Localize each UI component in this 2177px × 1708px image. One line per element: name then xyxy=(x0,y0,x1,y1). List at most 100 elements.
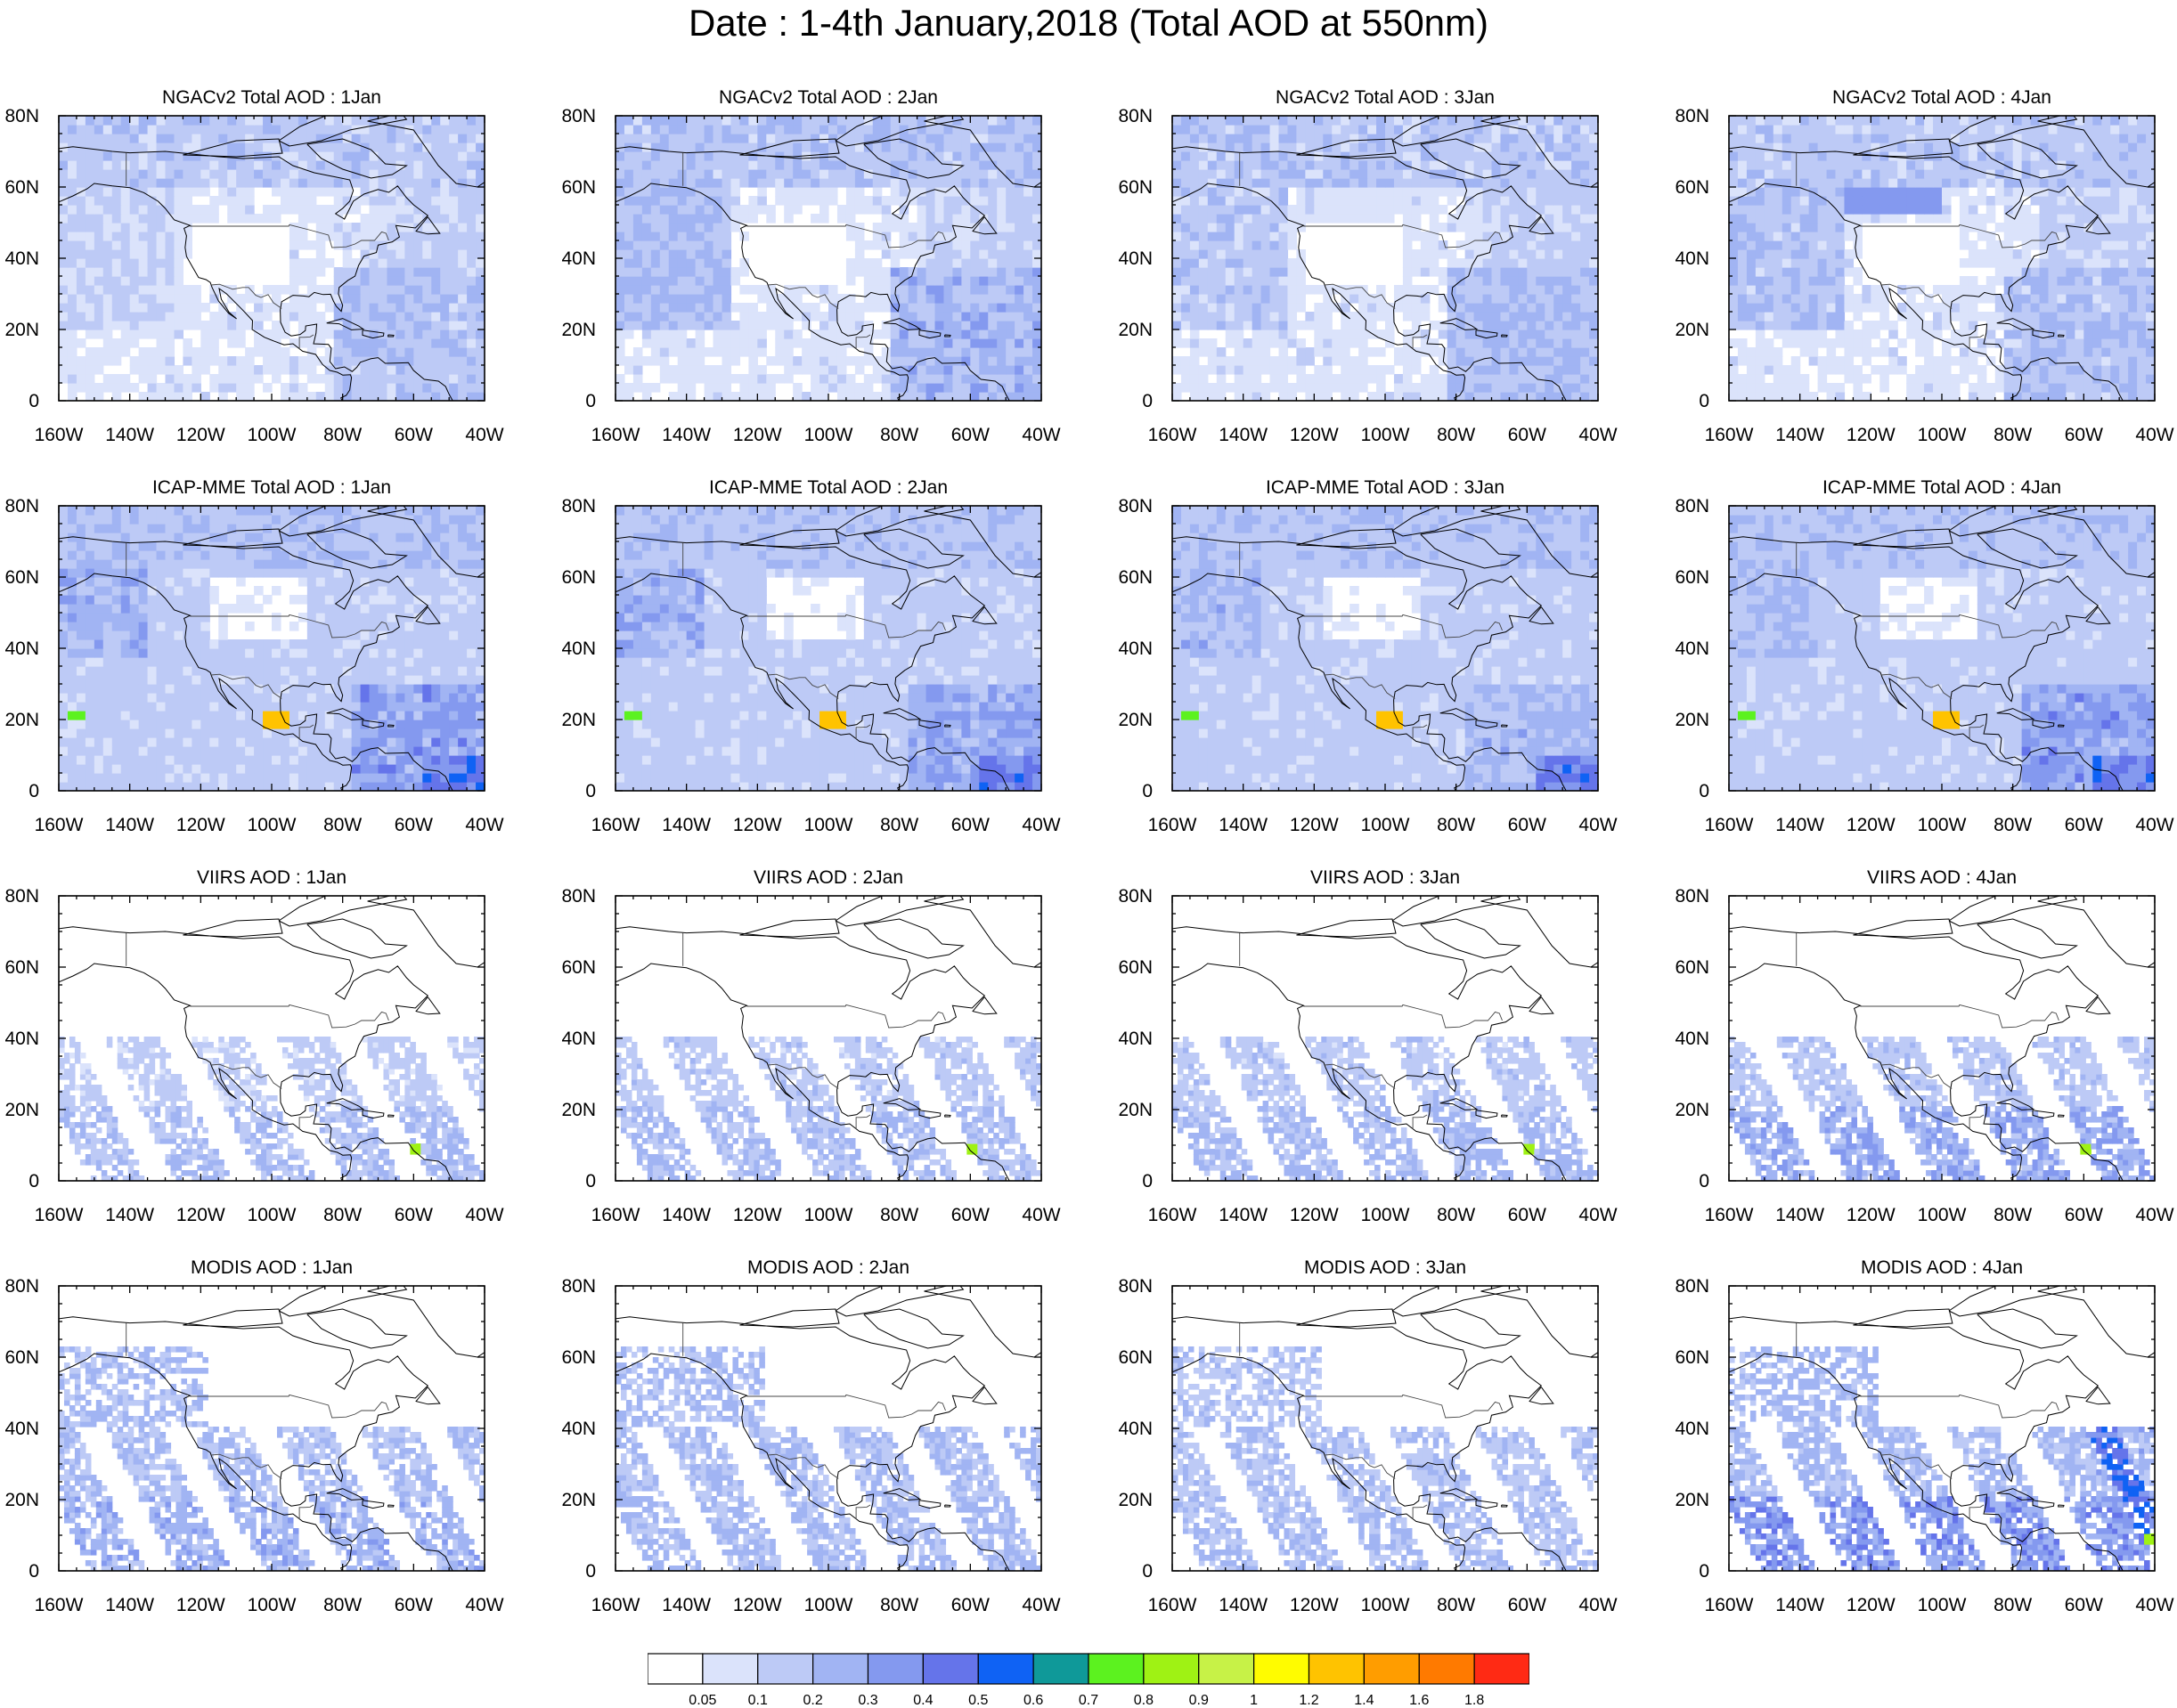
x-tick-label: 140W xyxy=(662,425,711,445)
y-tick-label: 0 xyxy=(585,1171,596,1192)
x-tick-label: 60W xyxy=(1508,815,1546,835)
panel-title: ICAP-MME Total AOD : 3Jan xyxy=(1266,477,1504,498)
x-tick-label: 140W xyxy=(105,1595,154,1615)
x-tick-label: 60W xyxy=(1508,425,1546,445)
aod-field xyxy=(1172,896,1598,1181)
y-tick-label: 80N xyxy=(561,106,596,126)
ticks xyxy=(1728,115,2156,402)
coastline xyxy=(1172,896,1598,1181)
y-tick-label: 80N xyxy=(1675,1276,1709,1297)
colorbar-swatch xyxy=(977,1653,1034,1685)
x-tick-label: 100W xyxy=(248,425,297,445)
x-tick-label: 120W xyxy=(176,815,225,835)
x-tick-label: 40W xyxy=(1578,1595,1617,1615)
aod-field xyxy=(616,1286,1041,1571)
panel-r3-c4: 160W 140W 120W 100W 80W 60W 40W 0 20N 40N 60N 80N VI… xyxy=(1675,867,2173,1225)
x-tick-label: 160W xyxy=(35,1595,84,1615)
y-tick-label: 60N xyxy=(1118,567,1153,588)
colorbar-label: 0.3 xyxy=(858,1693,877,1708)
y-tick-label: 20N xyxy=(1118,1100,1153,1120)
x-tick-label: 80W xyxy=(1437,1205,1475,1225)
borders xyxy=(1239,542,1503,739)
x-tick-label: 140W xyxy=(662,1205,711,1225)
x-tick-label: 120W xyxy=(1847,1595,1896,1615)
colorbar-swatch xyxy=(1143,1653,1200,1685)
panel-title: ICAP-MME Total AOD : 2Jan xyxy=(709,477,948,498)
x-tick-label: 160W xyxy=(1705,1595,1754,1615)
y-tick-label: 0 xyxy=(1699,1561,1709,1582)
x-tick-label: 80W xyxy=(1437,815,1475,835)
x-tick-label: 100W xyxy=(1361,425,1410,445)
y-tick-label: 0 xyxy=(1142,1171,1153,1192)
x-tick-label: 100W xyxy=(804,1595,853,1615)
y-tick-label: 40N xyxy=(1675,638,1709,659)
x-tick-label: 60W xyxy=(395,1205,433,1225)
x-tick-label: 80W xyxy=(1994,815,2032,835)
x-tick-label: 160W xyxy=(1148,1595,1197,1615)
borders xyxy=(1796,932,2059,1129)
y-tick-label: 20N xyxy=(4,1490,39,1510)
y-tick-label: 40N xyxy=(561,248,596,269)
x-tick-label: 120W xyxy=(176,1205,225,1225)
aod-field xyxy=(59,1286,485,1571)
colorbar-swatch xyxy=(1418,1653,1475,1685)
y-tick-label: 60N xyxy=(4,957,39,978)
panel-r1-c4: 160W 140W 120W 100W 80W 60W 40W 0 20N 40N 60N 80N NG… xyxy=(1675,87,2173,445)
colorbar-swatch xyxy=(1308,1653,1365,1685)
x-tick-label: 80W xyxy=(1994,425,2032,445)
y-tick-label: 0 xyxy=(1699,1171,1709,1192)
ticks xyxy=(58,115,485,402)
x-tick-label: 80W xyxy=(1437,425,1475,445)
x-tick-label: 120W xyxy=(1290,1595,1339,1615)
coastline xyxy=(59,506,485,791)
x-tick-label: 120W xyxy=(733,1205,782,1225)
x-tick-label: 140W xyxy=(105,1205,154,1225)
x-tick-label: 80W xyxy=(880,815,918,835)
panel-r4-c3: 160W 140W 120W 100W 80W 60W 40W 0 20N 40N 60N 80N MO… xyxy=(1118,1257,1617,1615)
x-tick-label: 40W xyxy=(1022,815,1060,835)
y-tick-label: 80N xyxy=(1675,106,1709,126)
y-tick-label: 0 xyxy=(585,1561,596,1582)
y-tick-label: 60N xyxy=(1675,957,1709,978)
y-tick-label: 0 xyxy=(1142,781,1153,801)
panel-r2-c1: 160W 140W 120W 100W 80W 60W 40W 0 20N 40N 60N 80N IC… xyxy=(4,477,503,835)
ticks xyxy=(615,115,1042,402)
y-tick-label: 0 xyxy=(29,1561,39,1582)
x-tick-label: 160W xyxy=(1705,1205,1754,1225)
panel-r3-c1: 160W 140W 120W 100W 80W 60W 40W 0 20N 40N 60N 80N VI… xyxy=(4,867,503,1225)
x-tick-label: 100W xyxy=(248,1205,297,1225)
x-tick-label: 80W xyxy=(323,1205,362,1225)
y-tick-label: 60N xyxy=(1118,177,1153,198)
ticks xyxy=(1171,505,1599,792)
y-tick-label: 60N xyxy=(4,177,39,198)
colorbar-label: 0.9 xyxy=(1189,1693,1209,1708)
x-tick-label: 40W xyxy=(2135,815,2173,835)
x-tick-label: 120W xyxy=(733,815,782,835)
aod-field xyxy=(616,116,1041,401)
x-tick-label: 140W xyxy=(662,815,711,835)
colorbar-label: 0.5 xyxy=(968,1693,988,1708)
borders xyxy=(1796,1322,2059,1519)
x-tick-label: 160W xyxy=(35,815,84,835)
y-tick-label: 80N xyxy=(1675,886,1709,907)
y-tick-label: 40N xyxy=(1675,248,1709,269)
aod-field xyxy=(616,506,1041,791)
y-tick-label: 20N xyxy=(1118,710,1153,730)
x-tick-label: 100W xyxy=(1918,425,1967,445)
y-tick-label: 60N xyxy=(561,1347,596,1368)
aod-field xyxy=(1729,1286,2155,1571)
y-tick-label: 20N xyxy=(1675,1490,1709,1510)
colorbar-swatch xyxy=(757,1653,814,1685)
x-tick-label: 140W xyxy=(1219,815,1268,835)
borders xyxy=(1239,932,1503,1129)
y-tick-label: 20N xyxy=(561,710,596,730)
borders xyxy=(126,1322,389,1519)
y-tick-label: 80N xyxy=(4,106,39,126)
x-tick-label: 40W xyxy=(465,1595,503,1615)
coastline xyxy=(616,506,1041,791)
panel-title: MODIS AOD : 2Jan xyxy=(747,1257,909,1278)
x-tick-label: 120W xyxy=(1290,425,1339,445)
x-tick-label: 120W xyxy=(1847,815,1896,835)
aod-field xyxy=(616,896,1041,1181)
